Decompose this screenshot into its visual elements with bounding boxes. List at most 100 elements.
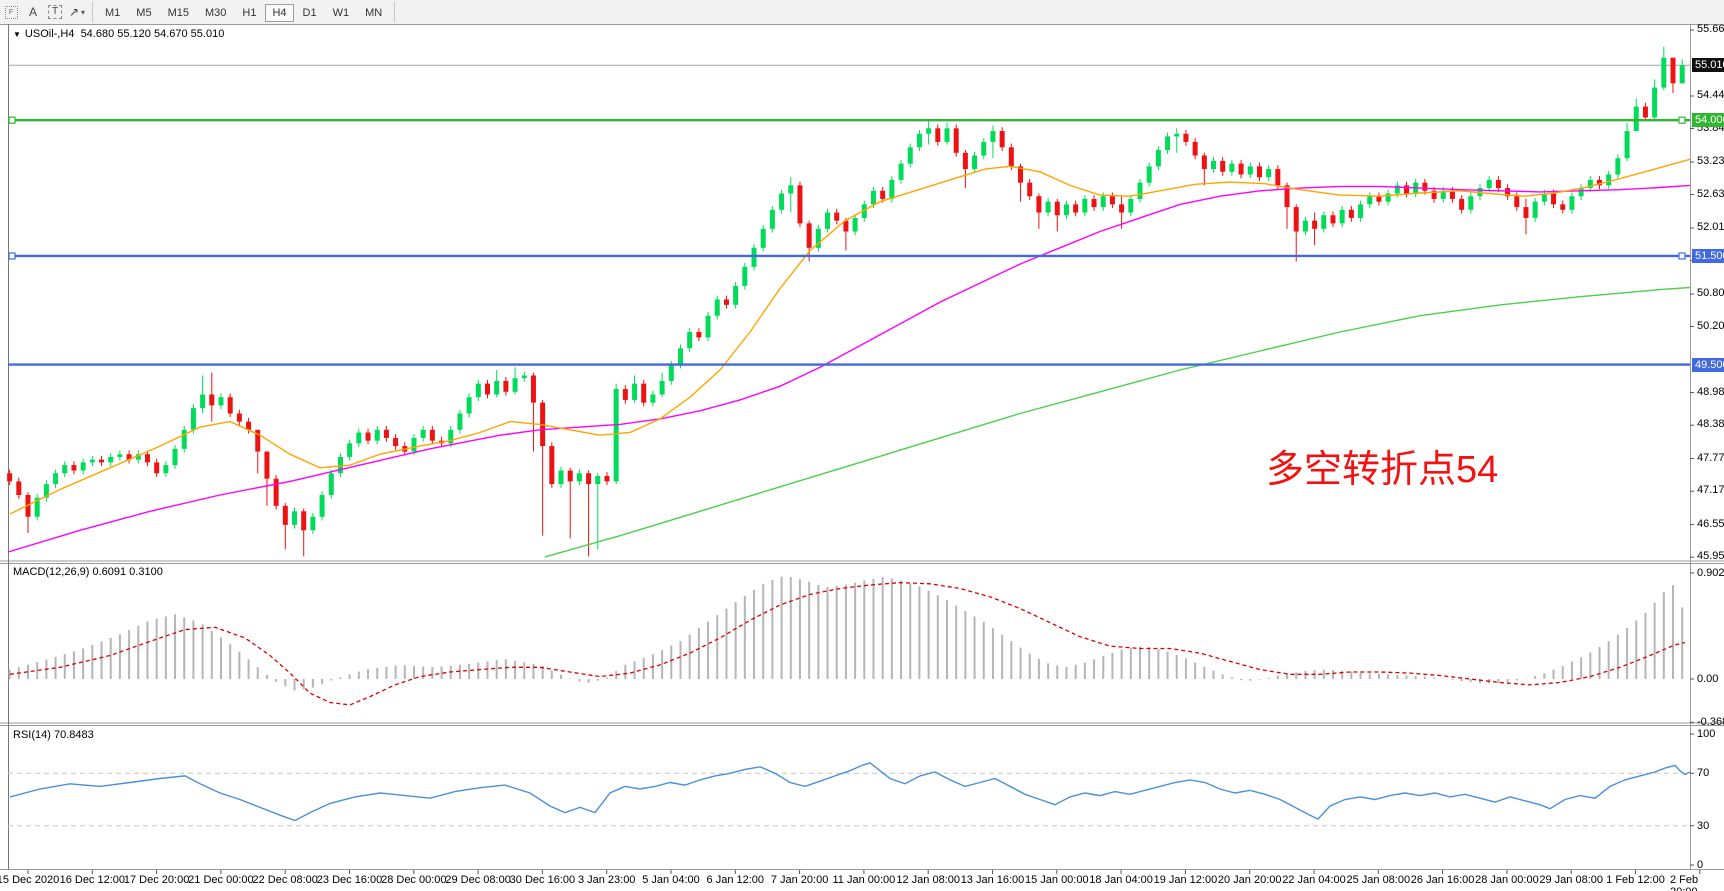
text-label-glyph: T [47,5,63,19]
candle-body [843,220,849,232]
candle-body [1211,160,1217,170]
price-tick-label: 48.985 [1697,385,1724,398]
candle-body [999,131,1005,148]
candle-body [1137,182,1143,199]
font-icon[interactable]: A [28,5,37,19]
candle-body [797,185,803,224]
candle-body [668,364,674,381]
candle-body [374,429,380,441]
timeframe-button-mn[interactable]: MN [365,7,383,19]
candle-body [1146,166,1152,183]
candle-body [1165,136,1171,151]
candle-body [144,454,150,463]
candle-body [457,413,463,430]
candle-body [1312,220,1318,229]
candle-body [1073,204,1079,213]
candle-body [163,465,169,474]
candle-body [71,465,77,471]
symbol-dropdown-icon[interactable]: ▼ [13,30,21,39]
candle-body [1008,147,1014,167]
timeframe-button-h1[interactable]: H1 [242,7,257,19]
candle-body [714,299,720,316]
price-tick-label: 46.555 [1697,517,1724,530]
crosshair-arrows-icon[interactable]: ↗ ▾ [66,2,88,22]
time-axis-label: 6 Jan 12:00 [706,874,765,886]
candle-body [769,209,775,229]
candle-body [1036,196,1042,213]
time-axis-label: 19 Jan 12:00 [1153,874,1218,886]
candle-body [1661,57,1667,88]
candle-body [1606,174,1612,186]
indicator-window-icon[interactable]: F [0,2,22,22]
rsi-tick-label: 30 [1697,819,1710,832]
price-tick-label: 55.660 [1697,23,1724,35]
text-label-icon[interactable]: T [44,2,66,22]
macd-tick-label: 0.00 [1697,673,1719,685]
candle-body [834,212,840,221]
ma-mid-magenta-line [7,184,1691,553]
timeframe-button-m1[interactable]: M1 [105,7,121,19]
candle-body [1495,179,1501,189]
candle-body [1220,160,1226,172]
candle-body [825,212,831,229]
time-axis-label: 1 Feb 12:00 [1606,874,1665,886]
candle-body [898,163,904,180]
candle-body [907,147,913,164]
toolbar-separator [394,2,396,22]
candle-body [687,332,693,349]
candle-body [1404,185,1409,194]
rsi-tick-label: 70 [1697,767,1710,780]
candle-body [1541,193,1547,202]
candle-body [200,394,206,409]
line-handle[interactable] [1678,116,1686,124]
candle-body [779,193,785,210]
timeframe-button-h4[interactable]: H4 [265,4,294,22]
candle-body [292,511,298,525]
candle-body [558,470,564,485]
price-badge-51.500: 51.500 [1692,248,1724,263]
candle-body [1063,204,1069,216]
timeframe-button-d1[interactable]: D1 [302,7,317,19]
timeframe-button-m15[interactable]: M15 [167,7,189,19]
candle-body [852,217,858,232]
line-handle[interactable] [8,252,16,260]
candle-body [1018,166,1024,183]
candle-body [485,383,490,395]
candle-body [1505,188,1511,197]
chart-text-annotation[interactable]: 多空转折点54 [1266,449,1499,491]
time-axis-label: 28 Jan 00:00 [1475,874,1539,886]
candle-body [99,459,105,463]
timeframe-button-group: M1 M5 M15 M30 H1 H4 D1 W1 MN [97,3,390,22]
candle-body [1256,166,1262,178]
candle-body [365,432,371,441]
chevron-down-icon: ▾ [81,7,86,17]
candle-body [632,383,638,400]
macd-signal-line [9,581,1686,706]
timeframe-button-w1[interactable]: W1 [332,7,350,19]
timeframe-button-m30[interactable]: M30 [204,7,227,19]
time-axis-label: 22 Jan 04:00 [1282,874,1346,886]
candle-body [1174,133,1180,137]
time-axis-label: 25 Jan 08:00 [1346,874,1411,886]
candle-body [108,456,114,463]
candle-body [1128,198,1134,213]
candle-body [319,494,325,517]
candle-body [1266,169,1272,178]
line-handle[interactable] [1678,252,1686,260]
timeframe-button-m5[interactable]: M5 [136,7,152,19]
candle-body [420,429,426,438]
candle-body [1321,215,1327,229]
candle-body [1514,196,1520,208]
candle-body [521,375,527,379]
candle-body [62,465,68,474]
candle-body [916,133,922,148]
candle-body [1330,215,1336,224]
candle-body [1394,185,1400,194]
time-axis-label: 11 Jan 00:00 [832,874,896,886]
candle-body [172,448,178,466]
candle-body [567,470,573,482]
time-axis-label: 3 Jan 23:00 [577,874,636,886]
candle-body [328,473,334,495]
line-handle[interactable] [8,116,16,124]
